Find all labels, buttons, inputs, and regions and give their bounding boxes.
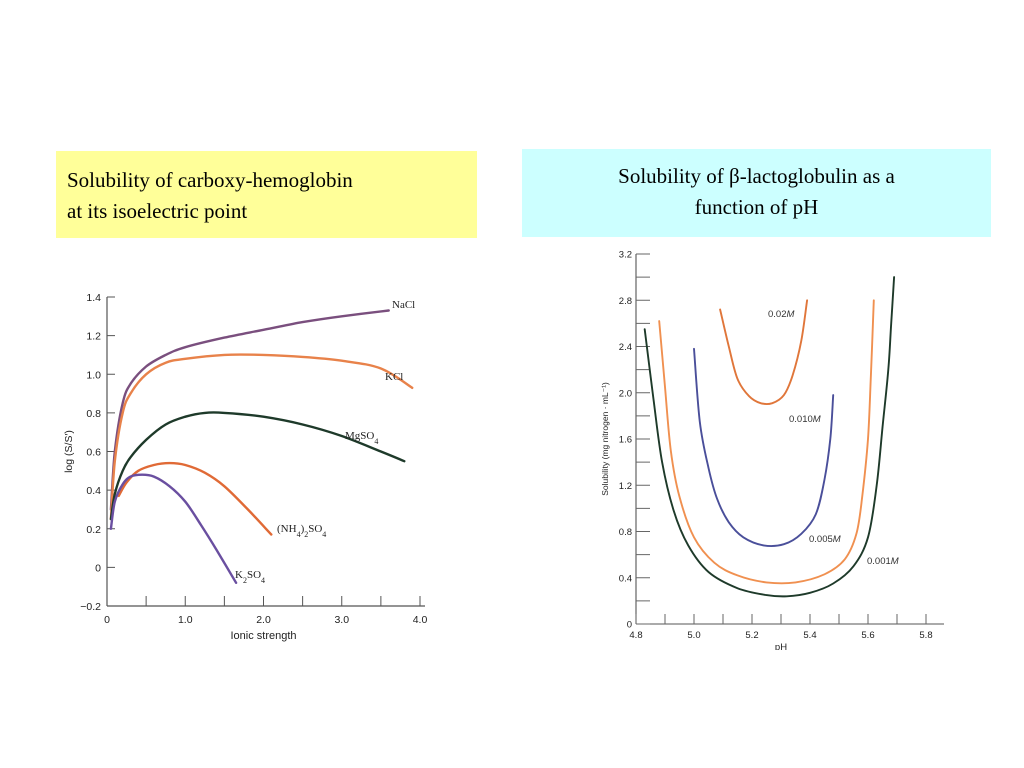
chart-series [109, 309, 414, 584]
label-k2so4: K2SO4 [235, 569, 265, 585]
y-tick-label: −0.2 [80, 601, 101, 613]
right-caption-box: Solubility of β-lactoglobulin as a funct… [522, 149, 991, 237]
y-tick-label: 2.8 [619, 296, 632, 307]
x-tick-label: 3.0 [334, 614, 349, 626]
series-labels: NaCl KCl MgSO4 (NH4)2SO4 K2SO4 [235, 299, 415, 585]
solubility-ionic-strength-chart: −0.200.20.40.60.81.01.21.40 1.0 2.0 3.0 4.0I… [57, 268, 439, 648]
y-tick-label: 0 [95, 562, 101, 574]
x-tick-label: 4.8 [629, 630, 642, 641]
beta-symbol: β [729, 164, 740, 188]
y-tick-label: 1.6 [619, 435, 632, 446]
y-tick-label: 1.2 [86, 331, 101, 343]
right-caption-suffix: -lactoglobulin as a [739, 164, 895, 188]
x-tick-label: 5.0 [687, 630, 700, 641]
right-caption-prefix: Solubility of [618, 164, 730, 188]
y-tick-label: 1.2 [619, 481, 632, 492]
y-tick-label: 2.0 [619, 388, 632, 399]
x-tick-label: 2.0 [256, 614, 271, 626]
label-nacl: NaCl [392, 299, 415, 311]
series-line-k2so4 [109, 473, 238, 584]
label-kcl: KCl [385, 371, 403, 383]
series-line-kcl [109, 353, 414, 521]
label-nh4-2so4: (NH4)2SO4 [277, 523, 326, 539]
x-tick-label: 5.4 [803, 630, 816, 641]
x-tick-label: 5.6 [861, 630, 874, 641]
y-tick-label: 0.4 [619, 573, 632, 584]
x-tick-label: 5.8 [919, 630, 932, 641]
series-line-mgso4 [109, 411, 406, 521]
x-tick-label: 4.0 [413, 614, 428, 626]
x-tick-label: 5.2 [745, 630, 758, 641]
x-tick-label: 1.0 [178, 614, 193, 626]
chart-axes: 0 0.4 0.8 1.2 1.6 2.0 2.4 2.8 3.2 4.8 5.0 5.2 5.4 5.6… [600, 250, 944, 650]
y-tick-label: 1.4 [86, 292, 101, 304]
right-caption-line1: Solubility of β-lactoglobulin as a [532, 161, 981, 192]
left-caption-line1: Solubility of carboxy-hemoglobin [67, 168, 353, 192]
y-tick-label: 0.8 [619, 527, 632, 538]
y-tick-label: 0.4 [86, 485, 101, 497]
chart-series [643, 276, 896, 598]
y-tick-label: 0.6 [86, 447, 101, 459]
label-0-010m: 0.010M [789, 414, 821, 425]
y-axis-label: log (S/S′) [63, 430, 75, 473]
solubility-ph-chart: 0 0.4 0.8 1.2 1.6 2.0 2.4 2.8 3.2 4.8 5.0 5.2 5.4 5.6… [596, 244, 960, 650]
right-caption-line2: function of pH [694, 195, 819, 219]
y-tick-label: 0.2 [86, 524, 101, 536]
series-line-nacl [109, 309, 390, 511]
series-line-0001m [643, 276, 896, 598]
y-tick-label: 0.8 [86, 408, 101, 420]
x-axis-label: Ionic strength [230, 630, 296, 642]
x-tick-label: 0 [104, 614, 110, 626]
label-0-02m: 0.02M [768, 309, 795, 320]
series-line-0010m [693, 347, 835, 547]
y-tick-label: 2.4 [619, 342, 632, 353]
label-0-001m: 0.001M [867, 556, 899, 567]
chart-axes: −0.200.20.40.60.81.01.21.40 1.0 2.0 3.0 4.0I… [63, 292, 427, 642]
left-caption-box: Solubility of carboxy-hemoglobin at its … [56, 151, 477, 238]
label-mgso4: MgSO4 [345, 430, 378, 446]
series-labels: 0.02M 0.010M 0.005M 0.001M [768, 309, 899, 567]
label-0-005m: 0.005M [809, 534, 841, 545]
series-line-002m [719, 299, 809, 406]
y-tick-label: 0 [627, 620, 632, 631]
x-axis-label: pH [775, 642, 787, 650]
series-line-0005m [658, 299, 875, 585]
y-tick-label: 1.0 [86, 369, 101, 381]
left-caption-line2: at its isoelectric point [67, 199, 248, 223]
y-tick-label: 3.2 [619, 250, 632, 261]
y-axis-label: Solubility (mg nitrogen · mL⁻¹) [600, 382, 610, 496]
